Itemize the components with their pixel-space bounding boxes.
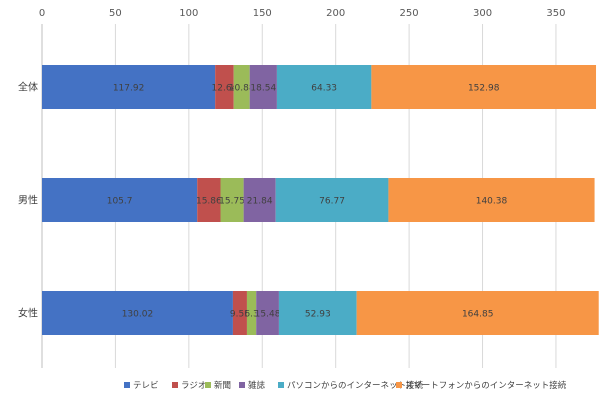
legend-swatch xyxy=(124,382,130,388)
data-label: 105.7 xyxy=(107,197,133,207)
bar-segment xyxy=(256,291,279,335)
bar-segment xyxy=(278,291,357,335)
legend-label: パソコンからのインターネット接続 xyxy=(287,380,424,391)
x-tick-label: 200 xyxy=(326,8,345,19)
x-tick-label: 100 xyxy=(179,8,198,19)
legend-label: テレビ xyxy=(133,381,159,391)
legend-swatch xyxy=(172,382,178,388)
data-label: 15.75 xyxy=(219,197,245,207)
bar-segment xyxy=(276,65,372,109)
category-label: 女性 xyxy=(18,307,38,320)
category-label: 全体 xyxy=(18,81,38,94)
data-label: 140.38 xyxy=(476,197,508,207)
x-tick-label: 0 xyxy=(39,8,45,19)
data-label: 18.54 xyxy=(250,84,276,94)
x-tick-label: 50 xyxy=(109,8,122,19)
bar-segment xyxy=(215,65,234,109)
legend-label: スマートフォンからのインターネット接続 xyxy=(405,380,567,391)
data-label: 6.3 xyxy=(244,310,258,320)
legend-label: 雑誌 xyxy=(248,380,266,391)
bar-segment xyxy=(232,291,247,335)
bar-segment xyxy=(249,65,277,109)
x-tick-label: 300 xyxy=(473,8,492,19)
bar-segment xyxy=(388,178,595,222)
data-label: 52.93 xyxy=(305,310,331,320)
data-label: 117.92 xyxy=(113,84,145,94)
x-tick-label: 250 xyxy=(400,8,419,19)
data-label: 9.55 xyxy=(230,310,250,320)
bar-segment xyxy=(275,178,389,222)
data-label: 15.86 xyxy=(196,197,222,207)
data-label: 12.64 xyxy=(212,84,238,94)
data-label: 21.84 xyxy=(247,197,273,207)
legend-swatch xyxy=(239,382,245,388)
bar-segment xyxy=(42,291,233,335)
data-label: 130.02 xyxy=(122,310,154,320)
x-tick-label: 150 xyxy=(253,8,272,19)
x-tick-label: 350 xyxy=(546,8,565,19)
bar-segment xyxy=(197,178,221,222)
legend-swatch xyxy=(396,382,402,388)
bar-segment xyxy=(371,65,597,109)
bar-segment xyxy=(42,178,198,222)
legend-swatch xyxy=(278,382,284,388)
bar-segment xyxy=(356,291,599,335)
bar-segment xyxy=(243,178,276,222)
bar-segment xyxy=(220,178,244,222)
data-label: 15.48 xyxy=(255,310,281,320)
bar-segment xyxy=(233,65,250,109)
x-axis-ticks: 0 50 100 150 200 250 300 350 xyxy=(39,8,566,19)
data-label: 64.33 xyxy=(311,84,337,94)
data-label: 164.85 xyxy=(462,310,494,320)
data-label: 76.77 xyxy=(319,197,345,207)
legend-label: 新聞 xyxy=(214,380,231,391)
category-label: 男性 xyxy=(18,194,38,207)
bar-segment xyxy=(246,291,257,335)
data-label: 152.98 xyxy=(468,84,500,94)
bar-segment xyxy=(42,65,216,109)
data-label: 10.88 xyxy=(229,84,255,94)
legend-swatch xyxy=(205,382,211,388)
legend-label: ラジオ xyxy=(181,381,206,391)
legend: テレビ ラジオ 新聞 雑誌 パソコンからのインターネット接続スマートフォンからのインター… xyxy=(124,380,567,391)
